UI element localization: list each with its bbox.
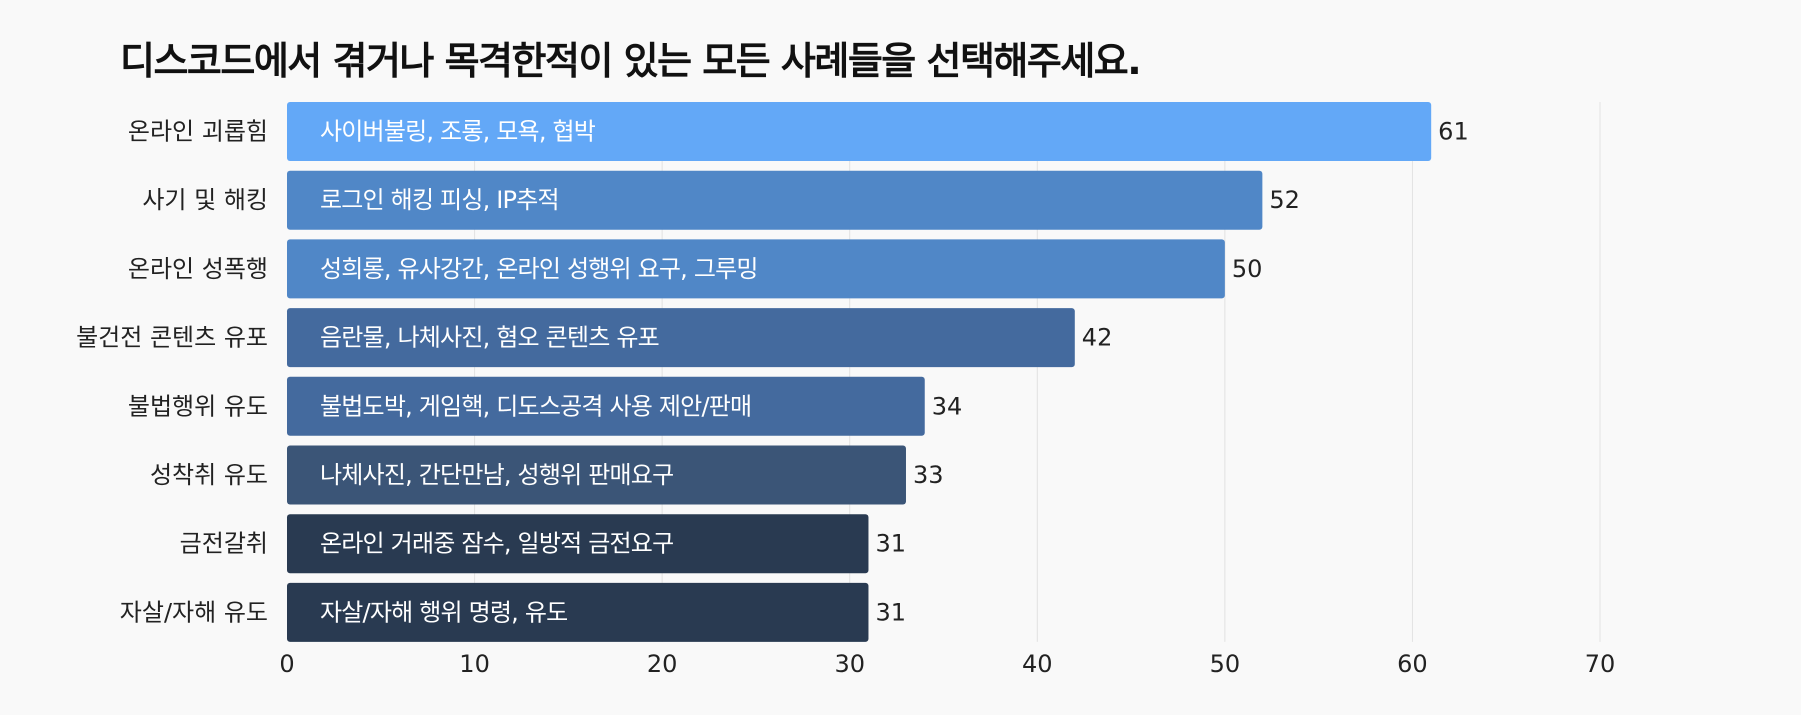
x-tick-label: 50 [1210, 650, 1241, 678]
value-label: 31 [875, 598, 906, 626]
x-tick-label: 10 [459, 650, 490, 678]
value-label: 33 [913, 461, 944, 489]
value-label: 61 [1438, 118, 1469, 146]
bar [287, 582, 869, 642]
bar-annotation: 로그인 해킹 피싱, IP추적 [320, 186, 559, 214]
category-label: 자살/자해 유도 [120, 598, 268, 626]
value-label: 34 [932, 392, 963, 420]
bar-annotation: 불법도박, 게임핵, 디도스공격 사용 제안/판매 [320, 392, 751, 420]
value-label: 50 [1232, 255, 1263, 283]
value-label: 52 [1269, 186, 1300, 214]
category-label: 금전갈취 [180, 530, 268, 558]
bars [287, 102, 1432, 642]
bar [287, 376, 925, 436]
bar-annotation: 자살/자해 행위 명령, 유도 [320, 598, 567, 626]
category-label: 사기 및 해킹 [142, 186, 268, 214]
labels: 온라인 괴롭힘 사이버불링, 조롱, 모욕, 협박 61 사기 및 해킹 로그인 해킹 … [76, 118, 1469, 627]
x-tick-label: 0 [279, 650, 294, 678]
x-axis-ticks: 0 10 20 30 40 50 60 70 [279, 650, 1615, 678]
bar-annotation: 성희롱, 유사강간, 온라인 성행위 요구, 그루밍 [320, 255, 758, 283]
category-label: 온라인 성폭행 [128, 255, 268, 283]
category-label: 불건전 콘텐츠 유포 [76, 324, 268, 352]
bar [287, 170, 1263, 230]
x-tick-label: 30 [834, 650, 865, 678]
category-label: 성착취 유도 [150, 461, 268, 489]
bar [287, 514, 869, 574]
category-label: 불법행위 유도 [128, 392, 268, 420]
chart-title: 디스코드에서 겪거나 목격한적이 있는 모든 사례들을 선택해주세요. [120, 39, 1142, 83]
x-tick-label: 40 [1022, 650, 1053, 678]
bar-annotation: 사이버불링, 조롱, 모욕, 협박 [320, 118, 596, 146]
x-tick-label: 60 [1397, 650, 1428, 678]
bar [287, 102, 1432, 161]
bar [287, 445, 906, 505]
x-tick-label: 20 [647, 650, 678, 678]
category-label: 온라인 괴롭힘 [128, 118, 268, 146]
bar [287, 308, 1075, 368]
value-label: 31 [875, 530, 906, 558]
bar-annotation: 나체사진, 간단만남, 성행위 판매요구 [320, 461, 673, 489]
x-tick-label: 70 [1585, 650, 1616, 678]
bar-annotation: 음란물, 나체사진, 혐오 콘텐츠 유포 [320, 324, 659, 352]
bar-annotation: 온라인 거래중 잠수, 일방적 금전요구 [320, 530, 673, 558]
value-label: 42 [1082, 324, 1113, 352]
bar [287, 239, 1225, 299]
